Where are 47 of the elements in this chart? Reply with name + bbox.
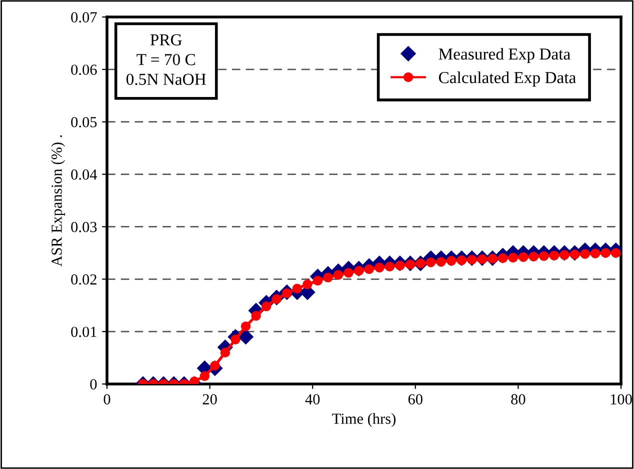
point <box>446 256 456 266</box>
point <box>590 248 600 258</box>
x-tick-label: 20 <box>202 394 217 404</box>
y-tick-label: 0.01 <box>71 326 96 338</box>
point <box>200 371 210 381</box>
x-tick-label: 40 <box>305 394 320 404</box>
point <box>528 252 538 262</box>
legend-label: Measured Exp Data <box>438 48 570 64</box>
y-tick-label: 0.07 <box>71 12 97 23</box>
point <box>477 254 488 264</box>
y-tick-label: 0.03 <box>71 222 97 232</box>
point <box>190 376 200 384</box>
point <box>333 270 344 280</box>
point <box>405 260 416 270</box>
point <box>251 310 261 321</box>
point <box>323 272 333 282</box>
point <box>220 348 230 358</box>
x-tick-label: 100 <box>610 394 632 404</box>
point <box>426 258 436 268</box>
y-tick-label: 0.04 <box>71 169 98 180</box>
point <box>456 255 467 266</box>
y-tick-label: 0.02 <box>71 274 96 285</box>
point <box>240 321 251 332</box>
point <box>549 250 560 260</box>
legend-label: Calculated Exp Data <box>438 71 576 87</box>
point <box>344 268 354 278</box>
point <box>436 256 446 267</box>
y-tick-label: 0.06 <box>71 64 97 75</box>
point <box>570 250 580 260</box>
point <box>292 284 302 294</box>
x-tick-label: 80 <box>511 394 526 404</box>
point <box>261 302 272 312</box>
y-axis-title: ASR Expansion (%) . <box>51 135 65 267</box>
y-tick-label: 0 <box>90 379 97 390</box>
x-tick-label: 0 <box>104 394 110 404</box>
point <box>312 276 323 286</box>
point <box>374 262 384 272</box>
annotation: PRG T = 70 C 0.5N NaOH <box>126 34 206 86</box>
point <box>467 254 477 265</box>
x-tick-label: 60 <box>408 394 422 404</box>
y-tick-label: 0.05 <box>71 117 97 128</box>
point <box>302 280 312 290</box>
point <box>518 252 528 262</box>
point <box>508 252 518 263</box>
point <box>384 262 395 272</box>
x-axis-title: Time (hrs) <box>332 413 396 427</box>
point <box>580 249 590 259</box>
